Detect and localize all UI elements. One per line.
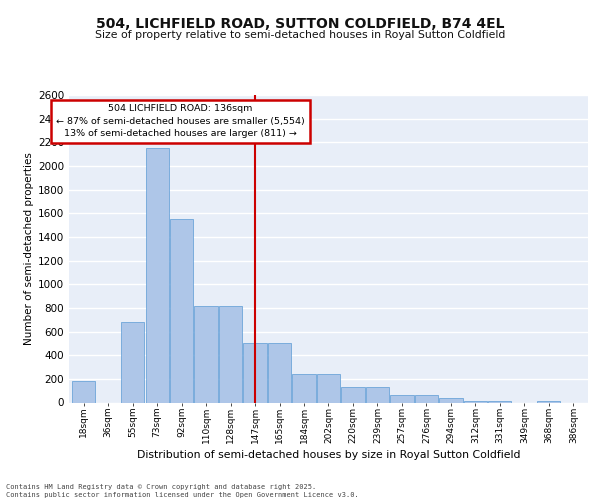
Text: 504, LICHFIELD ROAD, SUTTON COLDFIELD, B74 4EL: 504, LICHFIELD ROAD, SUTTON COLDFIELD, B… — [96, 18, 504, 32]
Bar — [537, 400, 560, 402]
Bar — [244, 344, 266, 402]
Bar — [415, 396, 438, 402]
Bar — [121, 322, 144, 402]
Bar — [366, 387, 389, 402]
Bar — [194, 306, 218, 402]
Text: 504 LICHFIELD ROAD: 136sqm
← 87% of semi-detached houses are smaller (5,554)
13%: 504 LICHFIELD ROAD: 136sqm ← 87% of semi… — [56, 104, 305, 138]
Bar — [317, 374, 340, 402]
X-axis label: Distribution of semi-detached houses by size in Royal Sutton Coldfield: Distribution of semi-detached houses by … — [137, 450, 520, 460]
Bar — [268, 344, 291, 402]
Bar — [292, 374, 316, 402]
Bar — [464, 400, 487, 402]
Bar — [439, 398, 463, 402]
Bar — [391, 396, 413, 402]
Bar — [72, 381, 95, 402]
Bar — [488, 400, 511, 402]
Bar — [146, 148, 169, 403]
Text: Contains HM Land Registry data © Crown copyright and database right 2025.
Contai: Contains HM Land Registry data © Crown c… — [6, 484, 359, 498]
Text: Size of property relative to semi-detached houses in Royal Sutton Coldfield: Size of property relative to semi-detach… — [95, 30, 505, 40]
Bar — [341, 387, 365, 402]
Y-axis label: Number of semi-detached properties: Number of semi-detached properties — [24, 152, 34, 345]
Bar — [170, 219, 193, 402]
Bar — [219, 306, 242, 402]
